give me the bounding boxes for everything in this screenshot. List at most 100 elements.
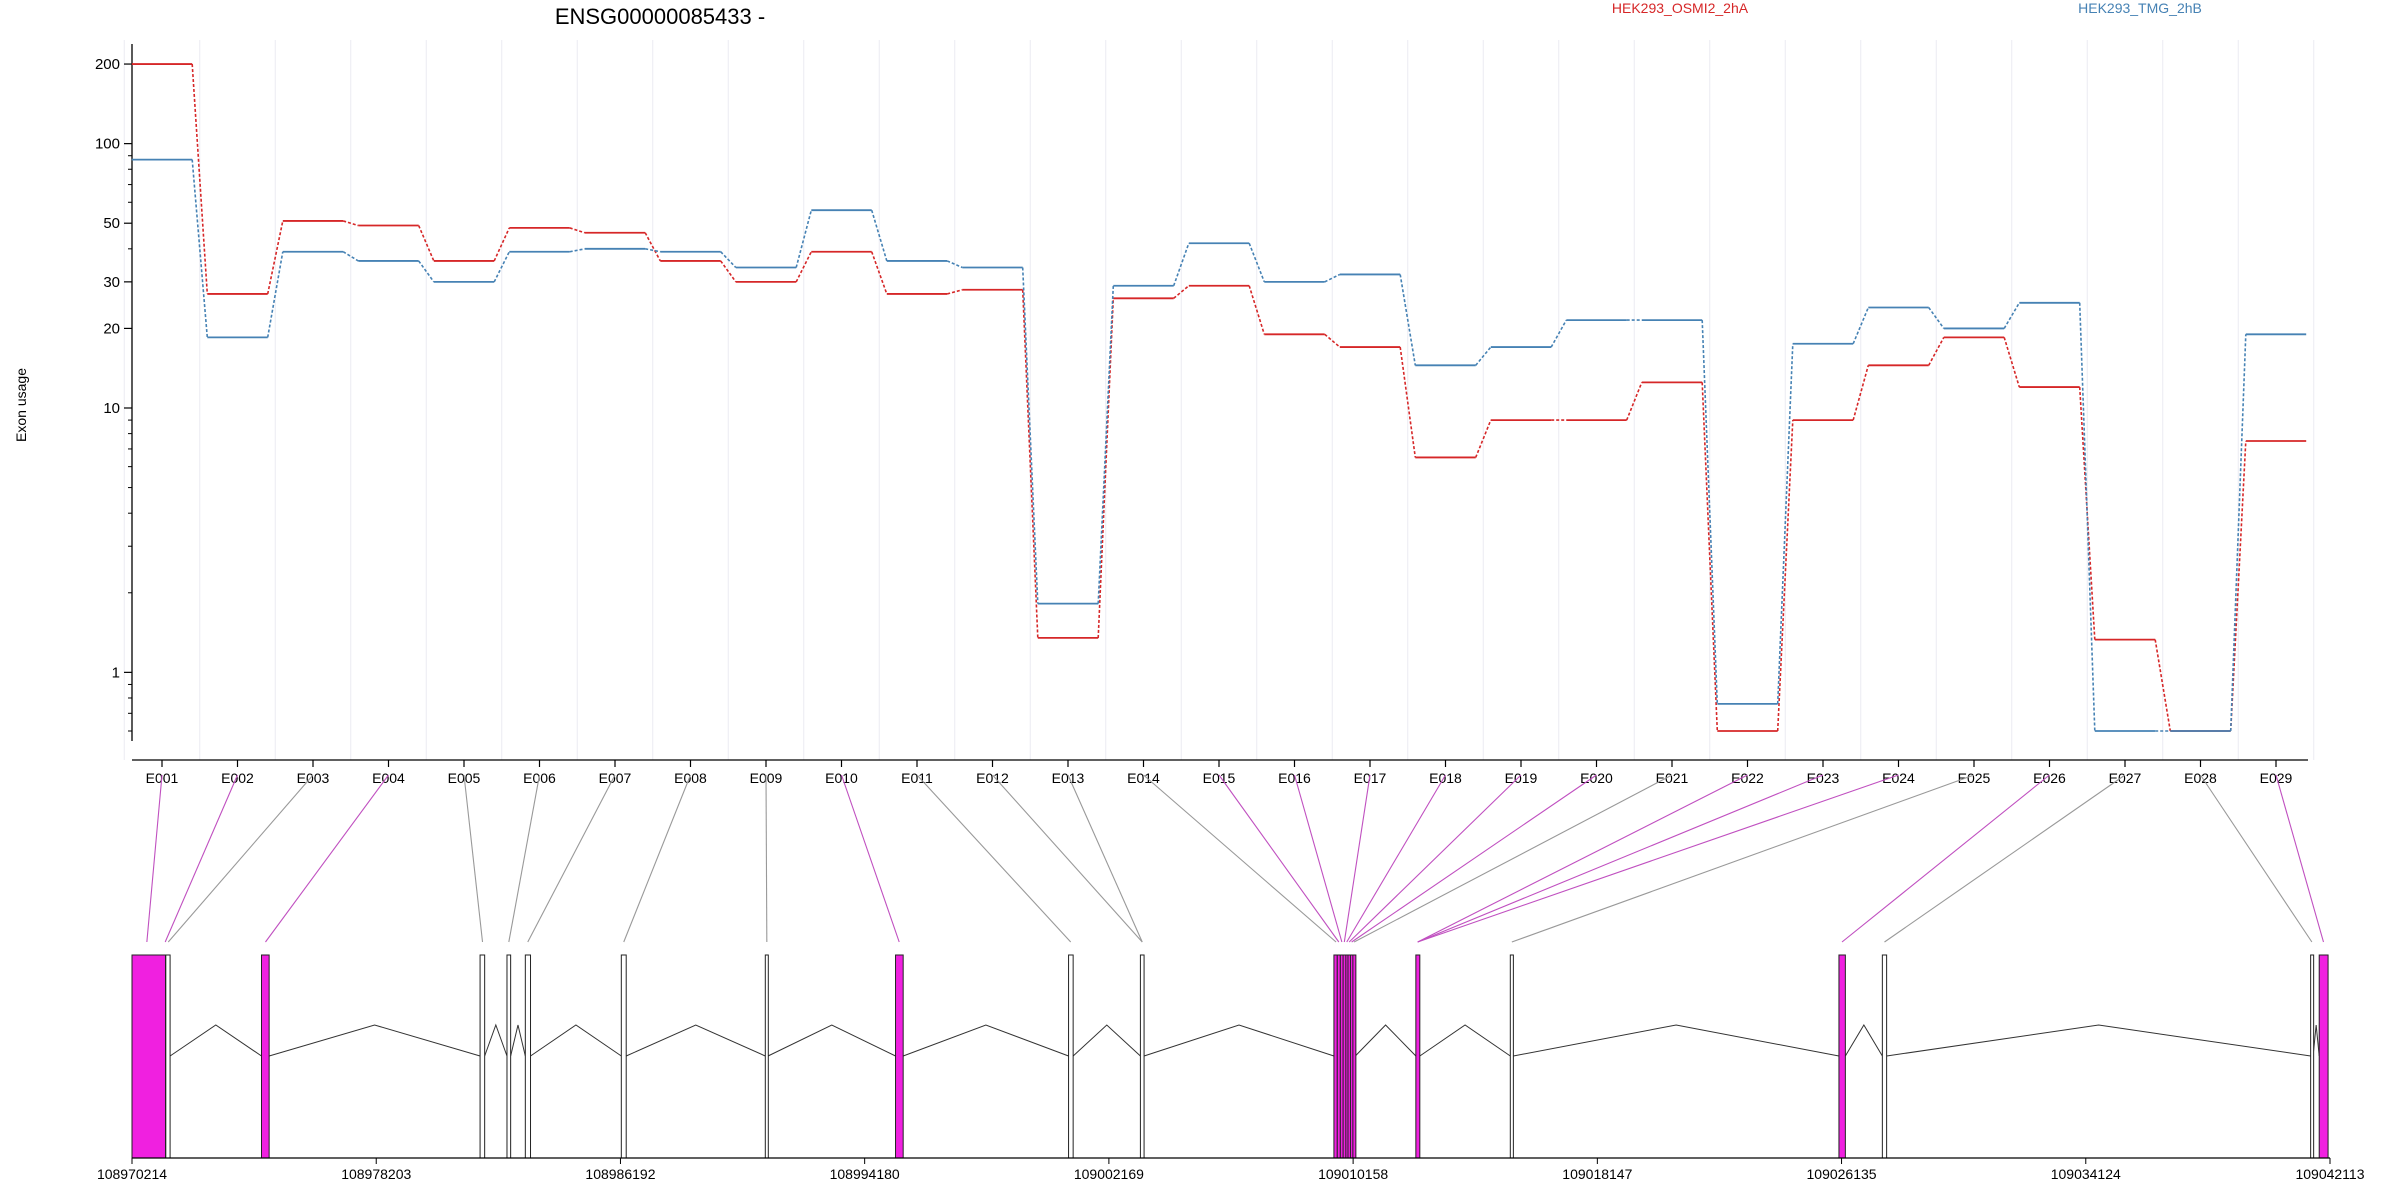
exon-block	[2318, 954, 2329, 1159]
x-tick-label: E010	[825, 770, 858, 786]
exon-block	[764, 954, 769, 1159]
series-2	[131, 158, 2307, 732]
series-1	[131, 63, 2307, 732]
exon-link-line	[1417, 774, 1824, 943]
intron	[1354, 1024, 1417, 1057]
series-connector	[1097, 285, 1115, 604]
series-connector	[645, 248, 661, 253]
exon-link-line	[1067, 774, 1143, 943]
coordinate-tick-label: 109034124	[2051, 1166, 2121, 1182]
intron	[903, 1024, 1069, 1057]
series-connector	[493, 251, 511, 283]
x-tick-label: E006	[523, 770, 556, 786]
series-connector	[946, 260, 963, 269]
exon-link-line	[527, 774, 616, 943]
coordinate-tick-label: 109002169	[1074, 1166, 1144, 1182]
exon-block	[260, 954, 270, 1159]
exon-block	[524, 954, 532, 1159]
series-connector	[2229, 440, 2247, 732]
exon-link-line	[1353, 774, 1673, 943]
series-connector	[1021, 267, 1039, 604]
series-connector	[1172, 242, 1190, 287]
exon-block	[1509, 954, 1514, 1159]
series-connector	[1928, 307, 1945, 329]
x-tick-label: E020	[1580, 770, 1613, 786]
x-tick-label: E027	[2109, 770, 2142, 786]
series-connector	[1248, 242, 1266, 283]
exon-link-line	[146, 774, 163, 943]
exon-link-line	[992, 774, 1143, 943]
coordinate-tick-label: 109018147	[1562, 1166, 1632, 1182]
intron	[1844, 1024, 1883, 1057]
exon-link-line	[1884, 774, 2126, 943]
series-connector	[342, 251, 359, 262]
y-tick-label: 200	[95, 56, 120, 73]
intron	[626, 1024, 766, 1057]
x-tick-label: E019	[1505, 770, 1538, 786]
x-tick-label: E025	[1958, 770, 1991, 786]
x-tick-label: E013	[1052, 770, 1085, 786]
intron	[1886, 1024, 2311, 1057]
exon-block	[1333, 954, 1338, 1159]
x-tick-label: E029	[2260, 770, 2293, 786]
series-connector	[1625, 382, 1643, 421]
series-connector	[2003, 337, 2021, 388]
exon-link-line	[1293, 774, 1343, 943]
series-connector	[2078, 302, 2096, 732]
gene-model	[131, 954, 2329, 1159]
series-connector	[870, 209, 888, 262]
coordinate-tick-label: 109010158	[1318, 1166, 1388, 1182]
series-connector	[1173, 285, 1190, 299]
coordinate-tick-label: 108994180	[830, 1166, 900, 1182]
exon-block	[1415, 954, 1421, 1159]
exon-link-line	[1841, 774, 2050, 943]
series-connector	[1776, 420, 1794, 732]
exon-link-line	[1348, 774, 1522, 943]
exon-block	[1068, 954, 1074, 1159]
series-connector	[342, 220, 359, 227]
exon-link-line	[463, 774, 484, 943]
series-connector	[266, 251, 284, 338]
x-tick-label: E024	[1882, 770, 1915, 786]
series-connector	[720, 251, 737, 269]
exon-block	[479, 954, 486, 1159]
exon-link-line	[1417, 774, 1748, 943]
series-connector	[1701, 320, 1719, 704]
coordinate-tick-label: 109042113	[2295, 1166, 2364, 1182]
x-tick-label: E016	[1278, 770, 1311, 786]
exon-block	[1838, 954, 1846, 1159]
x-tick-label: E018	[1429, 770, 1462, 786]
y-axis-label: Exon usage	[13, 368, 29, 442]
series-connector	[1550, 319, 1567, 348]
axes: 1 10 20 30 50 100 200	[95, 44, 2308, 761]
coordinate-tick-label: 108978203	[341, 1166, 411, 1182]
y-tick-label: 10	[103, 400, 120, 417]
exon-link-line	[1351, 774, 1597, 943]
series-connector	[1475, 346, 1492, 366]
exon-block	[506, 954, 512, 1159]
exon-link-line	[2200, 774, 2313, 943]
series-connector	[418, 260, 435, 283]
x-tick-label: E021	[1656, 770, 1689, 786]
series-connector	[1852, 365, 1870, 421]
intron	[767, 1024, 896, 1057]
x-tick-label: E003	[297, 770, 330, 786]
exon-link-line	[508, 774, 541, 943]
intron	[1072, 1024, 1141, 1057]
intron	[268, 1024, 481, 1057]
exon-block	[1881, 954, 1888, 1159]
series-connector	[1776, 343, 1794, 704]
exon-link-line	[765, 774, 768, 943]
y-tick-label: 30	[103, 274, 120, 291]
exon-block	[895, 954, 904, 1159]
x-tick-label: E002	[221, 770, 254, 786]
exon-link-line	[1343, 774, 1371, 943]
intron	[510, 1024, 526, 1057]
series-connector	[569, 248, 585, 253]
series-connector	[1701, 382, 1719, 732]
exon-block	[1352, 954, 1357, 1159]
exon-block	[165, 954, 171, 1159]
exon-link-line	[1143, 774, 1337, 943]
x-tick-label: E011	[901, 770, 933, 786]
series-connector	[2154, 639, 2172, 732]
